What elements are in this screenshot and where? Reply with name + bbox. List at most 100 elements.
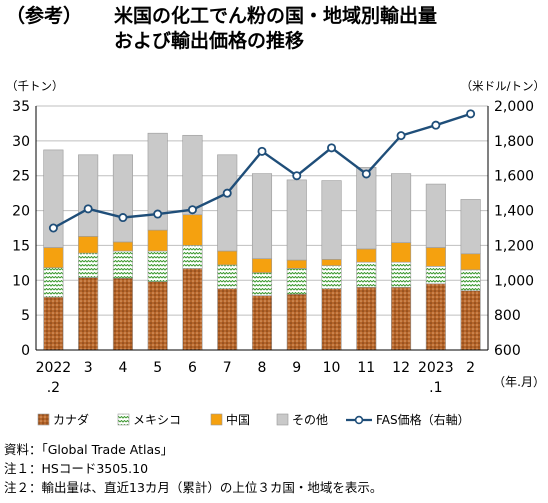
left-tick-label: 35 bbox=[12, 99, 30, 115]
x-tick-label: 5 bbox=[153, 360, 162, 376]
note-2: 注２：輸出量は、直近13カ月（累計）の上位３カ国・地域を表示。 bbox=[4, 480, 383, 495]
bar-segment bbox=[251, 258, 273, 273]
title-prefix: （参考） bbox=[6, 5, 83, 27]
bar-segment bbox=[425, 183, 446, 248]
bar-segment bbox=[286, 179, 307, 261]
bar-segment bbox=[286, 259, 307, 269]
bar-segment bbox=[182, 268, 203, 351]
bar-segment bbox=[425, 266, 446, 285]
left-tick-label: 15 bbox=[12, 238, 30, 254]
bar-segment bbox=[217, 264, 238, 289]
legend-label: メキシコ bbox=[133, 413, 181, 427]
legend-label: FAS価格（右軸） bbox=[376, 412, 470, 427]
bar-segment bbox=[112, 250, 133, 279]
x-tick-label: 7 bbox=[223, 360, 232, 376]
bar-segment bbox=[356, 248, 377, 263]
price-point bbox=[118, 213, 128, 223]
bar-segment bbox=[460, 253, 481, 271]
right-tick-label: 1,400 bbox=[494, 204, 534, 220]
bar-segment bbox=[182, 214, 203, 246]
bar-segment bbox=[460, 290, 481, 351]
price-point bbox=[292, 171, 302, 181]
bar-segment bbox=[356, 286, 377, 351]
chart-canvas: 051015202530356008001,0001,2001,4001,600… bbox=[6, 79, 545, 427]
bar-segment bbox=[425, 247, 446, 267]
bar-segment bbox=[182, 245, 203, 269]
x-tick-label: 11 bbox=[357, 360, 375, 376]
bar-segment bbox=[112, 154, 133, 243]
title-line1: 米国の化工でん粉の国・地域別輸出量 bbox=[114, 5, 438, 27]
bar-segment bbox=[391, 173, 412, 243]
x-tick-label: 9 bbox=[292, 360, 301, 376]
chart-title: （参考） 米国の化工でん粉の国・地域別輸出量 および輸出価格の推移 bbox=[6, 4, 437, 54]
title-line2: および輸出価格の推移 bbox=[114, 30, 305, 52]
x-tick-label: 8 bbox=[258, 360, 267, 376]
bar-segment bbox=[321, 180, 342, 260]
right-tick-label: 1,800 bbox=[494, 134, 534, 150]
x-tick-label: 2 bbox=[466, 360, 475, 376]
bar-segment bbox=[356, 261, 377, 288]
legend-label: カナダ bbox=[53, 412, 89, 427]
x-tick-label: 4 bbox=[118, 360, 127, 376]
price-point bbox=[431, 120, 441, 130]
price-point bbox=[153, 209, 163, 219]
bar-segment bbox=[391, 261, 412, 288]
left-tick-label: 0 bbox=[21, 343, 30, 359]
left-tick-label: 20 bbox=[12, 204, 30, 220]
bar-segment bbox=[217, 250, 238, 266]
price-line-layer bbox=[48, 109, 476, 233]
right-tick-label: 800 bbox=[494, 308, 521, 324]
bar-segment bbox=[425, 283, 446, 351]
right-tick-label: 600 bbox=[494, 343, 521, 359]
bar-segment bbox=[251, 173, 273, 259]
bar-segment bbox=[43, 247, 64, 269]
left-tick-label: 5 bbox=[21, 308, 30, 324]
bar-segment bbox=[391, 286, 412, 351]
x-tick-label: 10 bbox=[323, 360, 341, 376]
right-tick-label: 1,600 bbox=[494, 169, 534, 185]
legend-label: その他 bbox=[292, 413, 328, 427]
price-point bbox=[466, 109, 476, 119]
x-tick-label: 6 bbox=[188, 360, 197, 376]
bar-segment bbox=[286, 293, 307, 351]
note-source: 資料：「Global Trade Atlas」 bbox=[4, 442, 174, 457]
x-tick-label: 2022 bbox=[36, 360, 72, 376]
left-tick-label: 30 bbox=[12, 134, 30, 150]
bar-segment bbox=[286, 268, 307, 295]
bar-segment bbox=[43, 267, 64, 298]
price-point bbox=[83, 204, 93, 214]
right-tick-label: 2,000 bbox=[494, 99, 534, 115]
bar-segment bbox=[78, 154, 99, 237]
x-tick-label: 12 bbox=[392, 360, 410, 376]
left-tick-label: 25 bbox=[12, 169, 30, 185]
legend-swatch bbox=[210, 413, 223, 426]
price-point bbox=[48, 223, 58, 233]
bar-segment bbox=[251, 272, 273, 296]
axes-layer: 051015202530356008001,0001,2001,4001,600… bbox=[6, 79, 545, 396]
bar-segment bbox=[43, 296, 64, 351]
x-axis-unit: （年.月） bbox=[493, 375, 545, 389]
bar-segment bbox=[217, 288, 238, 351]
x-tick-label: 3 bbox=[84, 360, 93, 376]
bar-segment bbox=[356, 167, 377, 250]
bar-segment bbox=[43, 149, 64, 248]
bar-segment bbox=[112, 241, 133, 252]
legend: カナダ メキシコ 中国 その他 FAS価格（右軸） bbox=[37, 412, 470, 427]
bar-segment bbox=[460, 269, 481, 292]
bar-segment bbox=[251, 295, 273, 351]
legend-marker bbox=[354, 415, 364, 425]
bar-segment bbox=[321, 265, 342, 289]
bar-segment bbox=[78, 236, 99, 254]
price-point bbox=[327, 143, 337, 153]
bar-segment bbox=[78, 252, 99, 278]
right-tick-label: 1,000 bbox=[494, 273, 534, 289]
bar-segment bbox=[217, 154, 238, 252]
bar-segment bbox=[391, 242, 412, 263]
legend-swatch bbox=[117, 413, 130, 426]
legend-swatch bbox=[37, 413, 50, 426]
price-point bbox=[396, 131, 406, 141]
price-point bbox=[187, 205, 197, 215]
left-tick-label: 10 bbox=[12, 273, 30, 289]
price-point bbox=[222, 188, 232, 198]
legend-swatch bbox=[276, 413, 289, 426]
